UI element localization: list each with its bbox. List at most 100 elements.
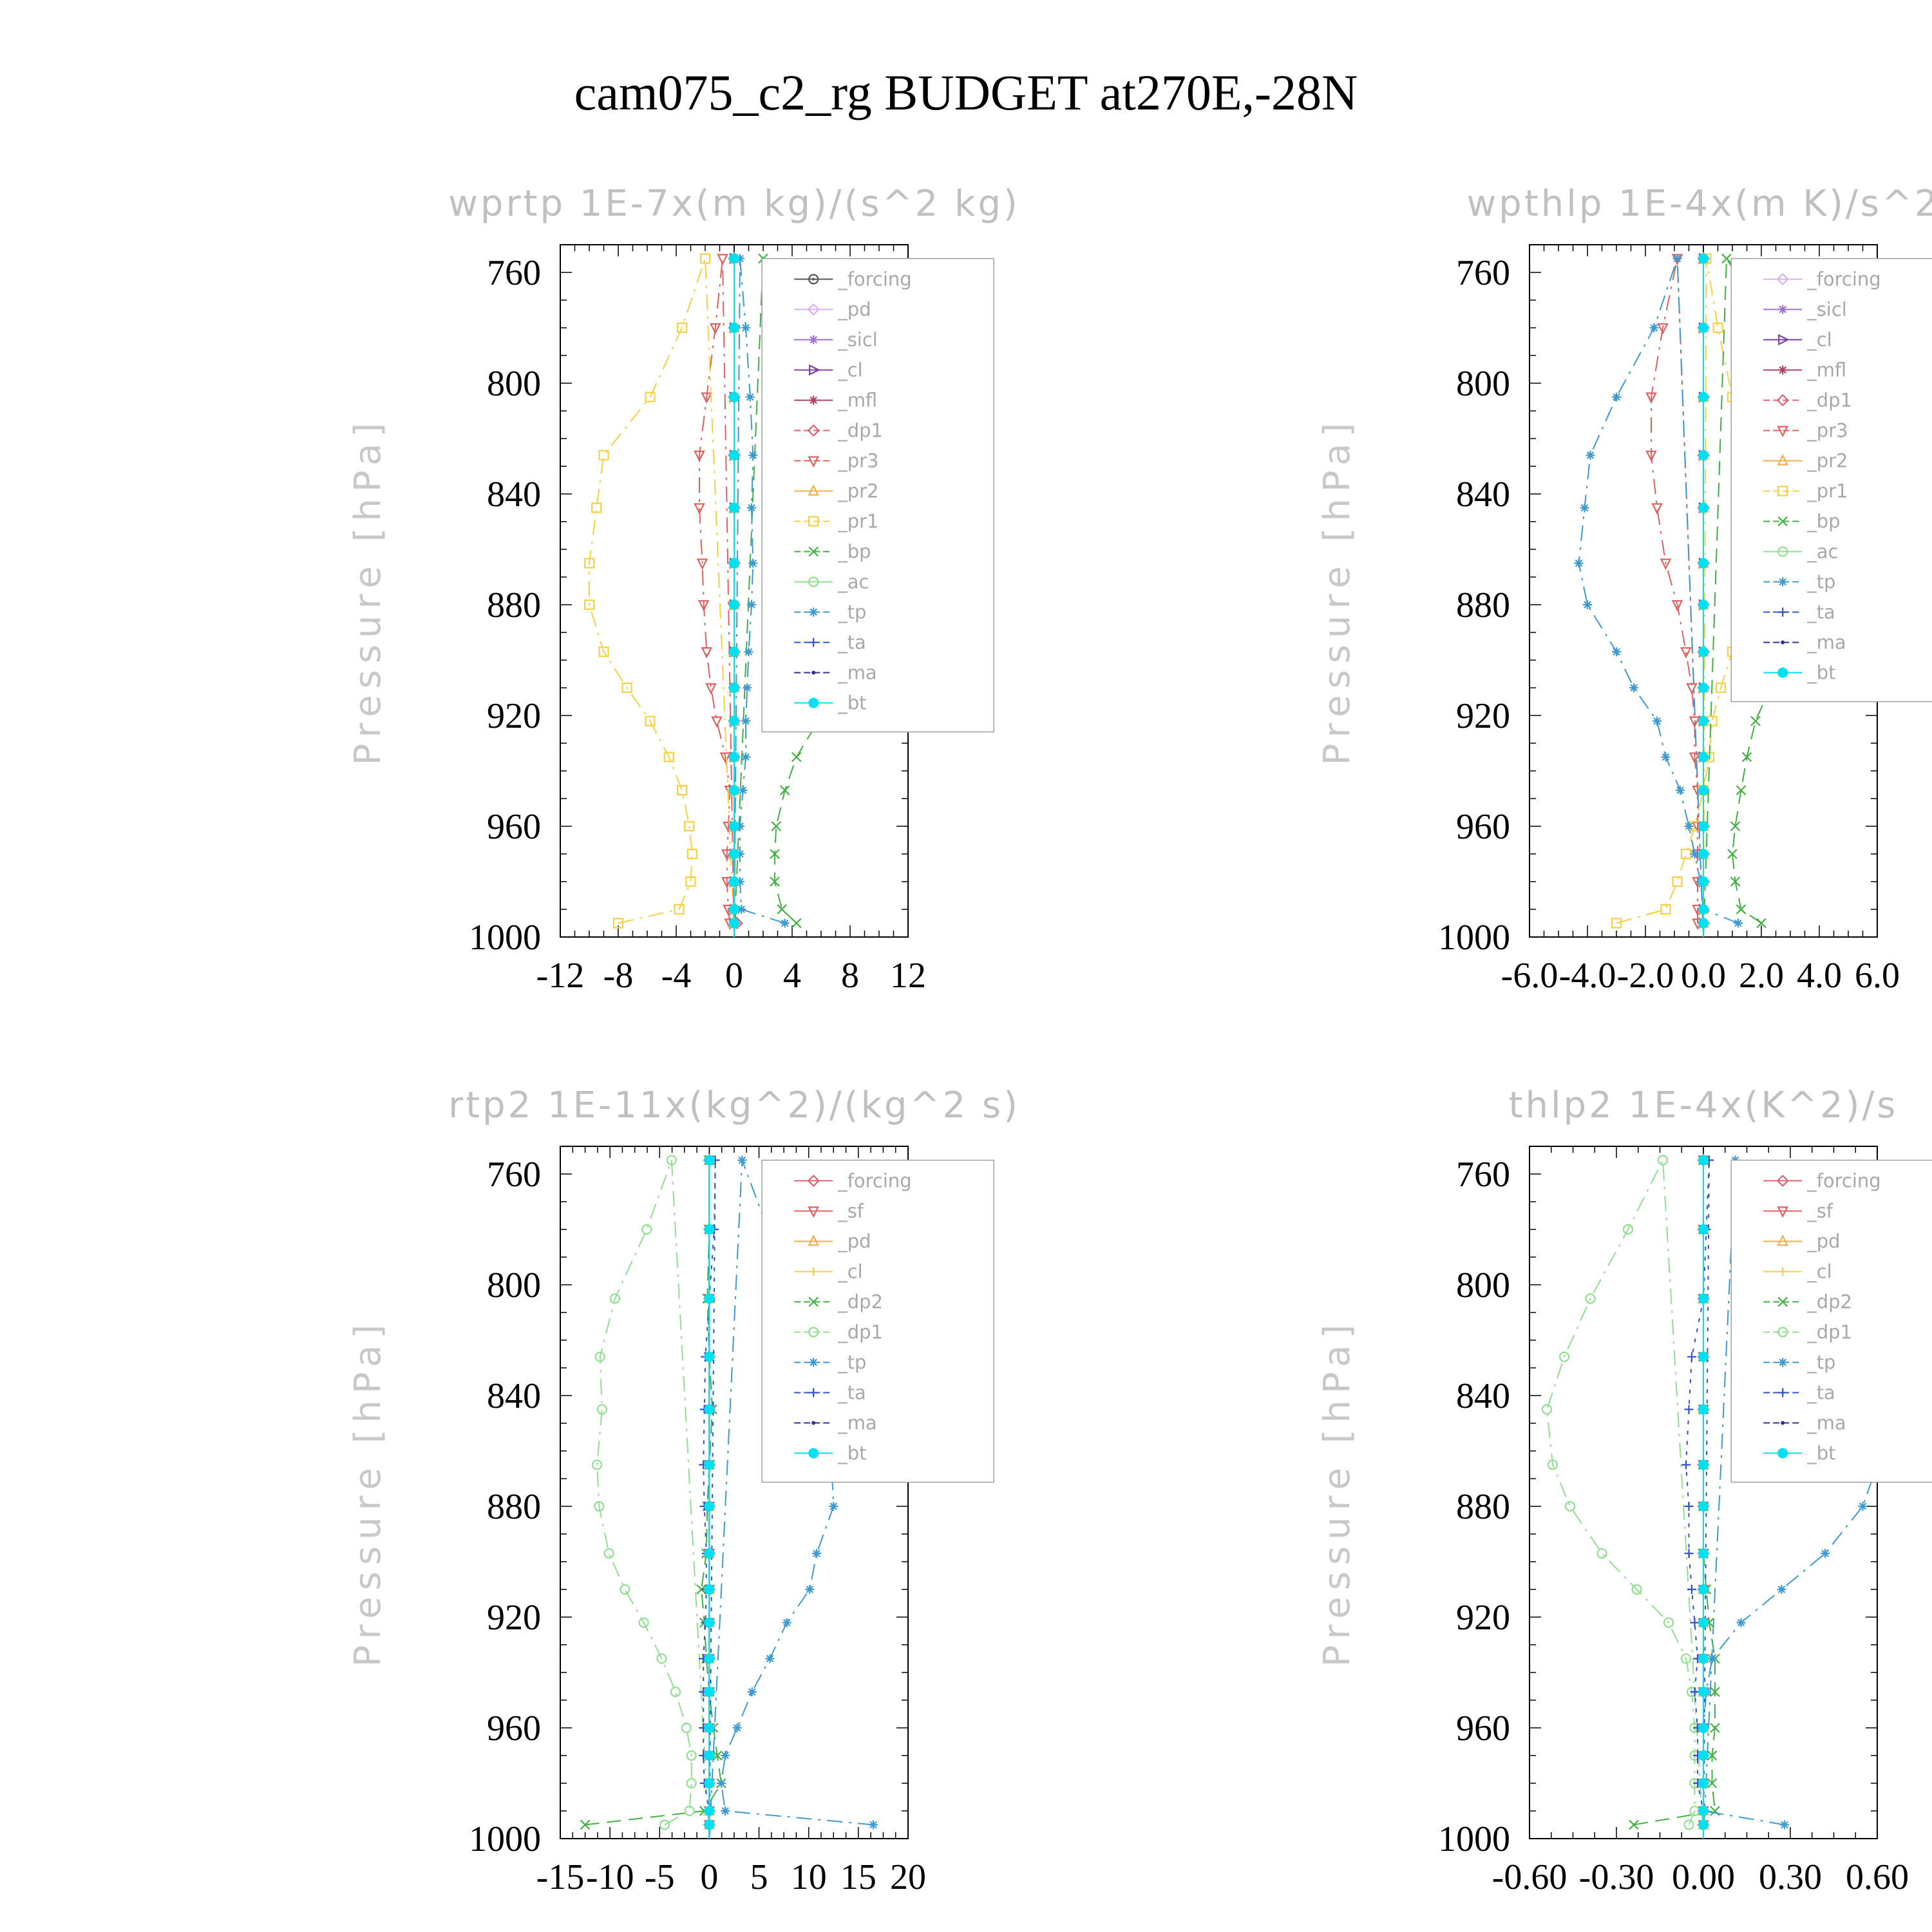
legend-marker (809, 1267, 819, 1276)
data-point (656, 1653, 667, 1664)
data-point (1651, 503, 1663, 515)
y-tick-label: 1000 (1438, 918, 1510, 958)
data-point (729, 715, 739, 726)
x-tick-label: 12 (890, 956, 926, 996)
legend-entry: _tp (837, 1352, 866, 1374)
series-bt (729, 253, 739, 937)
data-point (1585, 1293, 1596, 1304)
figure-title: cam075_c2_rg BUDGET at270E,-28N (574, 64, 1358, 120)
data-point (1631, 1584, 1642, 1595)
data-point (1698, 752, 1709, 762)
legend-marker (1778, 577, 1788, 587)
legend-frame (761, 1159, 994, 1483)
legend-entry: _forcing (837, 1170, 912, 1192)
data-point (829, 1502, 838, 1511)
y-tick-label: 800 (1456, 1265, 1510, 1305)
data-point (770, 849, 780, 859)
data-point (1663, 1617, 1674, 1628)
y-tick-label: 920 (487, 1598, 541, 1638)
legend-entry: _pd (1806, 1231, 1840, 1253)
data-point (1541, 1404, 1553, 1415)
legend-marker (808, 697, 819, 708)
x-tick-label: 6.0 (1855, 956, 1900, 996)
data-point (1707, 1750, 1718, 1761)
legend-entry: _pd (837, 299, 871, 321)
data-point (1672, 254, 1682, 263)
legend-marker (1776, 1174, 1789, 1188)
data-point (1698, 1778, 1709, 1788)
y-tick-label: 840 (1456, 475, 1510, 515)
data-point (729, 253, 739, 264)
data-point (705, 683, 717, 695)
legend-marker (811, 670, 816, 675)
data-point (620, 1584, 630, 1595)
series-tp (734, 254, 790, 938)
data-point (701, 647, 713, 659)
series-tp (1574, 254, 1743, 938)
y-tick-label: 960 (487, 1709, 541, 1748)
legend-entry: _tp (1806, 1352, 1835, 1374)
legend-marker (1776, 272, 1789, 286)
x-tick-label: -5 (645, 1857, 675, 1897)
data-point (1672, 876, 1683, 887)
data-point (1736, 785, 1747, 795)
data-point (701, 392, 713, 404)
data-point (704, 1584, 715, 1595)
data-point (583, 558, 595, 569)
legend-marker (809, 364, 820, 376)
x-tick-label: 0.30 (1759, 1857, 1822, 1897)
legend-marker (1777, 1327, 1788, 1338)
data-point (1698, 253, 1709, 264)
series-pr3 (694, 254, 736, 938)
legend-entry: _pr3 (837, 450, 878, 472)
legend-marker (808, 1206, 819, 1218)
data-point (1698, 1459, 1709, 1470)
data-point (1686, 683, 1698, 695)
data-point (1698, 1617, 1709, 1628)
legend-frame (1730, 258, 1932, 703)
legend-entry: _cl (837, 1261, 863, 1283)
data-point (1698, 1155, 1709, 1166)
series-line (699, 258, 735, 938)
data-point (729, 323, 739, 333)
x-tick-label: -10 (586, 1857, 634, 1897)
data-point (743, 683, 752, 692)
data-point (603, 1548, 614, 1559)
data-point (1698, 600, 1709, 610)
data-point (1821, 1549, 1830, 1558)
data-point (1660, 558, 1672, 570)
x-tick-label: 0.60 (1846, 1857, 1909, 1897)
data-point (645, 392, 656, 402)
data-point (711, 716, 723, 728)
data-point (594, 1501, 605, 1512)
data-point (1730, 821, 1741, 831)
legend: _forcing _sf _pd _cl _dp2 _dp1 _tp _ta _ma _bt (761, 1159, 994, 1483)
data-point (596, 1404, 607, 1415)
legend: _forcing _sf _pd _cl _dp2 _dp1 _tp _ta _ma _bt (1730, 1159, 1932, 1483)
data-point (1671, 600, 1683, 612)
x-tick-label: 0 (725, 956, 743, 996)
data-point (1657, 323, 1669, 335)
data-point (1687, 1352, 1696, 1361)
data-point (674, 904, 685, 915)
y-tick-label: 840 (487, 1376, 541, 1416)
data-point (598, 450, 609, 460)
data-point (1583, 600, 1592, 609)
data-point (716, 1779, 726, 1788)
data-point (1698, 1548, 1709, 1559)
series-line (1685, 1160, 1710, 1839)
legend-marker (1778, 607, 1788, 617)
data-point (1698, 1584, 1709, 1595)
data-point (777, 904, 788, 914)
data-point (1710, 1723, 1720, 1733)
data-point (741, 323, 750, 332)
data-point (1750, 715, 1761, 726)
chart-panel-1: wprtp 1E-7x(m kg)/(s^2 kg) Pressure [hPa]… (347, 183, 1018, 996)
legend-entry: _forcing (837, 269, 912, 290)
data-point (729, 918, 739, 929)
x-tick-label: 0 (700, 1857, 718, 1897)
data-point (1684, 1549, 1694, 1558)
series-line (1651, 258, 1704, 938)
x-tick-label: 5 (750, 1857, 768, 1897)
data-point (704, 1548, 715, 1559)
